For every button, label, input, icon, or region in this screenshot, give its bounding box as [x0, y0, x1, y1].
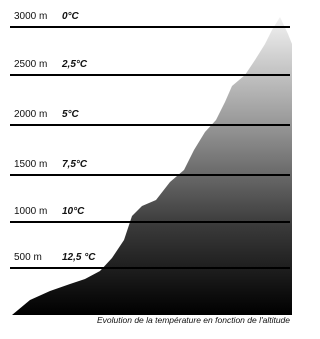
temperature-label: 2,5°C — [61, 59, 88, 70]
diagram: 3000 m 0°C 2500 m 2,5°C 2000 m 5°C 1500 m 7,5°C… — [0, 0, 294, 339]
altitude-label: 2000 m — [14, 109, 47, 120]
mountain — [12, 17, 292, 315]
temperature-label: 0°C — [62, 11, 80, 22]
temperature-label: 10°C — [62, 206, 85, 217]
caption: Evolution de la température en fonction … — [97, 315, 290, 325]
altitude-label: 2500 m — [14, 59, 47, 70]
altitude-label: 500 m — [14, 252, 42, 263]
altitude-label: 1000 m — [14, 206, 47, 217]
altitude-label: 3000 m — [14, 11, 47, 22]
temperature-label: 7,5°C — [62, 159, 88, 170]
altitude-label: 1500 m — [14, 159, 47, 170]
temperature-label: 5°C — [62, 109, 80, 120]
temperature-label: 12,5 °C — [62, 252, 96, 263]
